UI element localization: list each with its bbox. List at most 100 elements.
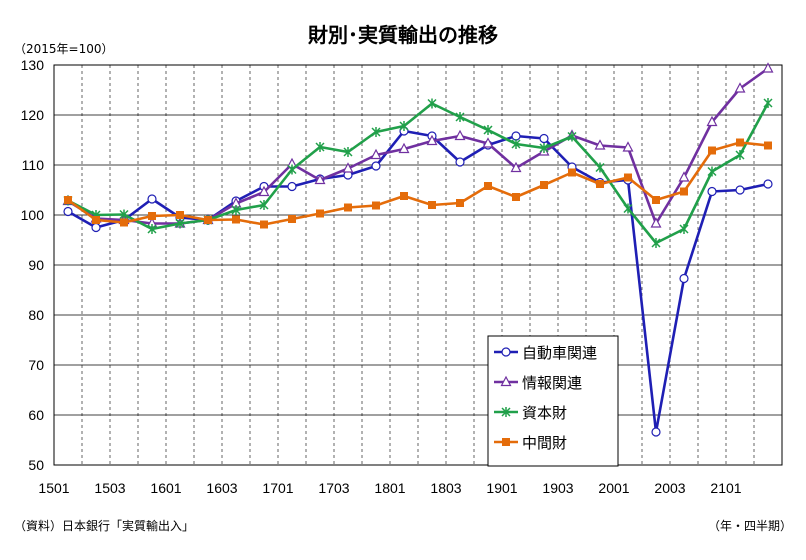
x-tick-label: 1503 bbox=[94, 480, 125, 496]
point-marker bbox=[120, 218, 128, 227]
x-tick-label: 1803 bbox=[430, 480, 461, 496]
point-marker bbox=[540, 181, 548, 189]
point-marker bbox=[314, 173, 326, 185]
series-group bbox=[62, 62, 774, 437]
point-marker bbox=[456, 199, 464, 207]
point-marker bbox=[622, 141, 634, 152]
point-marker bbox=[370, 148, 382, 160]
point-marker bbox=[427, 98, 437, 109]
point-marker bbox=[399, 121, 409, 131]
point-marker bbox=[501, 407, 511, 417]
point-marker bbox=[763, 98, 773, 108]
y-tick-label: 110 bbox=[22, 157, 45, 173]
point-marker bbox=[501, 347, 511, 357]
point-marker bbox=[679, 224, 689, 234]
point-marker bbox=[342, 162, 354, 173]
legend-item: 情報関連 bbox=[494, 374, 582, 392]
point-marker bbox=[400, 192, 408, 200]
y-tick-label: 50 bbox=[28, 457, 44, 473]
x-tick-label: 1903 bbox=[542, 480, 573, 496]
point-marker bbox=[148, 212, 156, 220]
point-marker bbox=[287, 164, 297, 175]
point-marker bbox=[678, 171, 690, 182]
point-marker bbox=[624, 173, 632, 182]
point-marker bbox=[502, 438, 510, 446]
point-marker bbox=[512, 193, 520, 201]
y-axis: 50 60 70 80 90 100 110 120 130 bbox=[21, 57, 45, 473]
point-marker bbox=[511, 139, 521, 149]
point-marker bbox=[91, 222, 101, 233]
point-marker bbox=[232, 215, 240, 224]
point-marker bbox=[539, 133, 549, 144]
point-marker bbox=[455, 112, 465, 122]
series-line bbox=[67, 141, 769, 226]
point-marker bbox=[735, 150, 745, 160]
point-marker bbox=[511, 131, 521, 141]
point-marker bbox=[679, 273, 689, 284]
x-tick-label: 2003 bbox=[654, 480, 685, 496]
legend-label: 情報関連 bbox=[522, 374, 582, 392]
series-2 bbox=[62, 62, 774, 228]
point-marker bbox=[231, 205, 241, 215]
point-marker bbox=[288, 215, 296, 223]
point-marker bbox=[707, 186, 717, 197]
point-marker bbox=[762, 62, 774, 73]
point-marker bbox=[147, 224, 157, 234]
point-marker bbox=[708, 146, 716, 155]
point-marker bbox=[652, 196, 660, 204]
point-marker bbox=[371, 127, 381, 137]
x-tick-label: 2001 bbox=[598, 480, 629, 496]
point-marker bbox=[258, 185, 270, 197]
series-line bbox=[67, 102, 770, 245]
point-marker bbox=[596, 180, 604, 188]
point-marker bbox=[500, 375, 512, 387]
y-tick-label: 100 bbox=[21, 207, 45, 223]
point-marker bbox=[764, 141, 772, 150]
x-axis: 1501 1503 1601 1603 1701 1703 1801 1803 1901 1903… bbox=[38, 480, 741, 496]
legend-item: 自動車関連 bbox=[494, 344, 597, 362]
point-marker bbox=[344, 203, 352, 212]
point-marker bbox=[707, 166, 717, 177]
point-marker bbox=[175, 218, 185, 229]
point-marker bbox=[735, 185, 745, 195]
plot-area bbox=[53, 64, 783, 466]
point-marker bbox=[567, 131, 577, 142]
point-marker bbox=[398, 142, 410, 154]
y-tick-label: 120 bbox=[21, 107, 45, 123]
point-marker bbox=[119, 209, 129, 220]
point-marker bbox=[594, 139, 606, 150]
point-marker bbox=[706, 115, 718, 127]
point-marker bbox=[343, 147, 353, 157]
point-marker bbox=[539, 143, 549, 153]
x-tick-label: 1901 bbox=[486, 480, 517, 496]
x-tick-label: 1601 bbox=[150, 480, 181, 496]
point-marker bbox=[763, 179, 773, 189]
point-marker bbox=[64, 196, 72, 204]
point-marker bbox=[568, 168, 576, 177]
y-tick-label: 70 bbox=[28, 357, 44, 373]
y-tick-label: 90 bbox=[28, 257, 44, 273]
point-marker bbox=[454, 129, 466, 141]
x-tick-label: 1603 bbox=[206, 480, 237, 496]
source-note: （資料）日本銀行「実質輸出入」 bbox=[14, 518, 194, 533]
y-unit-label: （2015年=100） bbox=[14, 42, 114, 56]
point-marker bbox=[510, 161, 522, 173]
x-tick-label: 1801 bbox=[374, 480, 405, 496]
chart-title: 財別･実質輸出の推移 bbox=[308, 23, 498, 47]
x-tick-label: 1703 bbox=[318, 480, 349, 496]
legend-label: 資本財 bbox=[522, 404, 567, 422]
series-4 bbox=[64, 138, 772, 229]
point-marker bbox=[147, 194, 157, 204]
point-marker bbox=[736, 138, 744, 147]
point-marker bbox=[482, 137, 494, 148]
y-tick-label: 80 bbox=[28, 307, 44, 323]
point-marker bbox=[260, 220, 268, 229]
legend-item: 資本財 bbox=[494, 404, 567, 422]
legend-label: 中間財 bbox=[522, 434, 567, 452]
x-tick-label: 2101 bbox=[710, 480, 741, 496]
series-line bbox=[67, 129, 769, 434]
x-unit-label: （年・四半期） bbox=[708, 519, 792, 533]
point-marker bbox=[316, 209, 324, 218]
